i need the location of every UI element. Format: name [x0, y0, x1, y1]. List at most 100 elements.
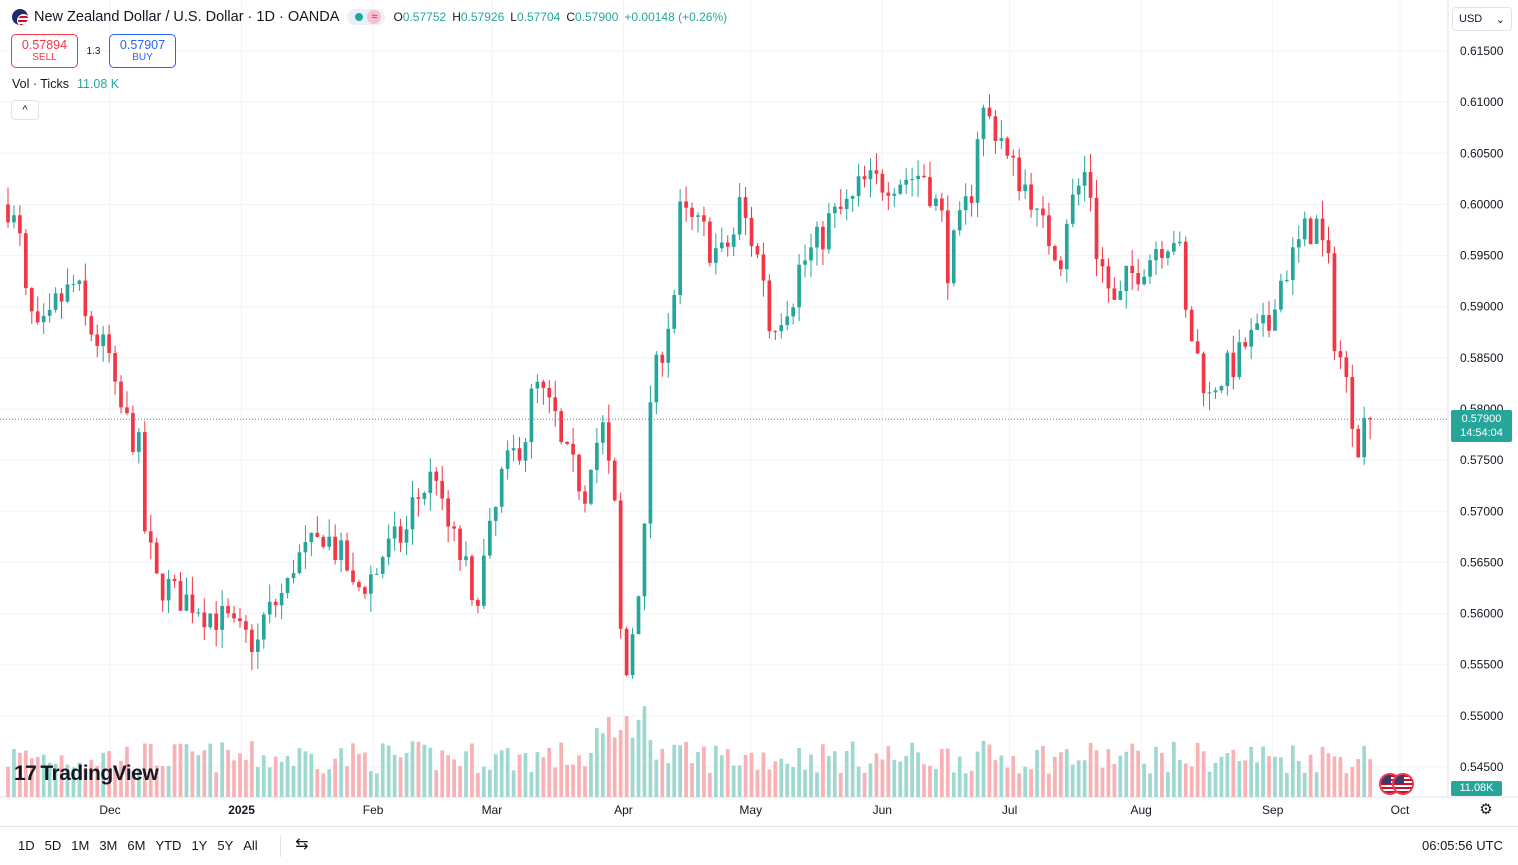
volume-bar	[624, 716, 629, 797]
volume-bar	[95, 765, 100, 797]
tv-logo-icon: 17	[14, 762, 37, 785]
candle-body	[642, 523, 647, 597]
range-buttons: 1D 5D 1M 3M 6M YTD 1Y 5Y All	[13, 837, 263, 855]
volume-bar	[1344, 773, 1349, 797]
volume-bar	[172, 744, 177, 797]
gear-icon[interactable]: ⚙	[1479, 801, 1493, 818]
time-tick-label: Apr	[614, 803, 633, 817]
symbol-title[interactable]: New Zealand Dollar / U.S. Dollar · 1D · …	[34, 9, 340, 25]
candle-body	[285, 577, 290, 593]
economic-events[interactable]	[1379, 773, 1414, 795]
volume-bar	[24, 750, 28, 797]
volume-bar	[1314, 772, 1319, 797]
volume-legend[interactable]: Vol · Ticks 11.08 K	[12, 77, 119, 91]
volume-bar	[1308, 754, 1313, 797]
candle-body	[1047, 215, 1051, 247]
range-1m[interactable]: 1M	[71, 838, 90, 853]
candle-body	[297, 552, 302, 574]
volume-bar	[1100, 767, 1105, 797]
date-range-icon[interactable]: ⇆	[295, 836, 309, 853]
candle-body	[1160, 249, 1164, 258]
currency-select[interactable]: USD ⌄	[1452, 7, 1512, 31]
price-tick-label: 0.60500	[1460, 146, 1504, 160]
candle-body	[1314, 218, 1319, 244]
range-1y[interactable]: 1Y	[191, 838, 208, 853]
candle-body	[220, 605, 224, 630]
candle-body	[547, 387, 552, 398]
volume-bar	[142, 743, 147, 797]
sell-button[interactable]: 0.57894 SELL	[11, 34, 78, 68]
volume-bar	[1183, 763, 1188, 797]
price-tick-label: 0.55000	[1460, 709, 1504, 723]
candle-body	[910, 179, 914, 181]
volume-bar	[803, 769, 807, 797]
volume-bar	[303, 751, 308, 797]
volume-bar	[113, 765, 117, 797]
candle-body	[1148, 260, 1152, 277]
volume-bar	[999, 755, 1004, 797]
candle-body	[493, 506, 498, 521]
volume-bar	[702, 746, 706, 797]
candle-body	[951, 230, 956, 284]
volume-bar	[148, 743, 153, 797]
volume-bar	[815, 772, 819, 797]
volume-bar	[987, 744, 992, 797]
time-tick-label: Oct	[1391, 803, 1410, 817]
volume-bar	[238, 753, 242, 797]
volume-bar	[131, 771, 135, 797]
candle-body	[113, 353, 117, 382]
range-6m[interactable]: 6M	[127, 838, 146, 853]
candle-body	[904, 179, 909, 185]
utc-clock[interactable]: 06:05:56 UTC	[1422, 838, 1503, 853]
candle-body	[767, 280, 772, 332]
candle-body	[1154, 249, 1158, 261]
volume-bar	[464, 751, 468, 797]
volume-bar	[559, 742, 564, 797]
candle-body	[434, 471, 439, 481]
volume-bar	[1082, 760, 1087, 797]
candle-body	[874, 170, 879, 174]
collapse-legend-button[interactable]: ^	[11, 100, 39, 120]
candle-body	[708, 221, 712, 263]
candle-body	[410, 497, 415, 530]
market-status[interactable]: ≈	[347, 9, 386, 25]
candle-body	[1035, 208, 1039, 210]
candle-body	[1267, 315, 1271, 331]
candle-body	[1273, 309, 1277, 331]
volume-bar	[934, 769, 938, 797]
volume-bar	[499, 750, 504, 797]
volume-bar	[1094, 750, 1099, 797]
candle-body	[636, 596, 641, 635]
candle-body	[773, 331, 778, 333]
price-chart[interactable]: 0.61500 0.61000 0.60500 0.60000 0.59500 0.590…	[0, 0, 1518, 826]
candle-body	[71, 284, 76, 286]
candle-body	[779, 325, 784, 332]
candle-body	[1053, 246, 1057, 261]
candle-body	[595, 442, 599, 470]
candle-body	[940, 198, 944, 211]
volume-bar	[612, 737, 617, 797]
tradingview-logo[interactable]: 17 TradingView	[14, 762, 159, 786]
candle-body	[386, 538, 391, 558]
volume-bar	[1035, 750, 1039, 797]
volume-bar	[1106, 749, 1111, 797]
volume-bar	[1249, 747, 1254, 797]
range-3m[interactable]: 3M	[99, 838, 118, 853]
volume-bar	[1166, 772, 1170, 797]
volume-bar	[767, 769, 772, 797]
range-ytd[interactable]: YTD	[155, 838, 182, 853]
range-5d[interactable]: 5D	[44, 838, 62, 853]
candle-body	[95, 334, 100, 346]
candle-body	[422, 492, 427, 499]
us-flag-icon[interactable]	[1392, 773, 1414, 795]
volume-bar	[333, 758, 337, 797]
range-all[interactable]: All	[243, 838, 258, 853]
candle-body	[1249, 329, 1254, 347]
buy-button[interactable]: 0.57907 BUY	[109, 34, 176, 68]
candle-body	[1344, 357, 1349, 378]
range-5y[interactable]: 5Y	[217, 838, 234, 853]
candle-body	[47, 309, 52, 316]
volume-bar	[743, 755, 748, 797]
range-1d[interactable]: 1D	[18, 838, 35, 853]
candle-body	[345, 540, 349, 571]
